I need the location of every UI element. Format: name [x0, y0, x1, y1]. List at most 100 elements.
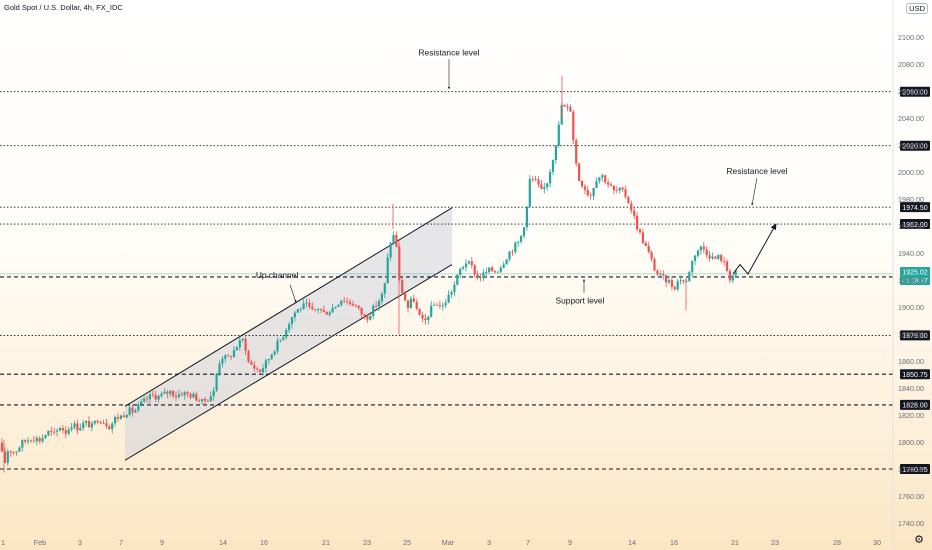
- candle: [3, 447, 6, 464]
- candle: [609, 181, 613, 187]
- candle: [261, 364, 265, 376]
- price-level-label: 1828.00: [902, 403, 927, 410]
- annotation-arrow: [751, 178, 758, 206]
- candle: [702, 242, 705, 254]
- candle: [638, 227, 642, 235]
- annotation-label[interactable]: Support level: [556, 296, 605, 306]
- candle: [290, 316, 294, 329]
- candle: [244, 335, 247, 356]
- chart-title: Gold Spot / U.S. Dollar, 4h, FX_IDC: [4, 3, 123, 12]
- annotations[interactable]: Resistance level Resistance level Support …: [256, 47, 788, 305]
- candle: [360, 307, 363, 318]
- candle: [174, 391, 178, 402]
- candle: [12, 451, 15, 455]
- candle: [195, 391, 198, 402]
- candle: [511, 249, 514, 256]
- candle: [73, 420, 76, 430]
- candle: [694, 254, 697, 266]
- candle: [296, 309, 299, 313]
- annotation-arrow: [289, 284, 297, 303]
- candle: [534, 176, 537, 182]
- annotation-label[interactable]: Resistance level: [419, 47, 480, 57]
- candle: [667, 275, 671, 285]
- candle: [96, 419, 99, 425]
- y-tick-label: 2000.00: [898, 168, 924, 177]
- candle: [172, 390, 175, 399]
- candle: [604, 174, 607, 185]
- up-channel-lower-line[interactable]: [124, 264, 453, 461]
- candle: [621, 186, 624, 192]
- candle: [273, 349, 276, 357]
- annotation-label[interactable]: Up channel: [256, 270, 299, 280]
- candle: [18, 446, 21, 452]
- candle: [380, 291, 383, 305]
- candle: [163, 388, 166, 394]
- projection-arrow[interactable]: [732, 223, 777, 275]
- x-tick-label: 16: [260, 538, 268, 547]
- candle: [253, 361, 256, 372]
- candle: [392, 231, 395, 245]
- candle: [375, 301, 378, 309]
- currency-badge[interactable]: USD: [906, 3, 928, 14]
- price-axis[interactable]: 1740.00 1760.00 1780.00 1800.00 1820.00 1840.…: [892, 0, 924, 550]
- candle: [111, 421, 114, 434]
- candle: [308, 299, 311, 310]
- candle: [334, 306, 337, 309]
- y-tick-label: 2080.00: [898, 60, 924, 69]
- candle: [618, 187, 621, 194]
- y-tick-label: 1800.00: [898, 438, 924, 447]
- current-price-badge: [900, 266, 930, 285]
- y-tick-label: 1920.00: [898, 276, 924, 285]
- candle: [32, 435, 35, 443]
- candle: [186, 390, 189, 398]
- candle: [415, 299, 418, 311]
- price-level-badge: [900, 202, 930, 213]
- horizontal-levels[interactable]: 2060.002020.001974.501962.001922.801879.…: [0, 86, 930, 475]
- candle: [496, 271, 499, 273]
- candle: [404, 291, 407, 301]
- candle: [528, 175, 531, 209]
- annotation-label[interactable]: Resistance level: [727, 166, 788, 176]
- time-axis[interactable]: Feb 3 7 9 14 16 21 23 25 Mar 3 7 9 14 16 21 23 28 30 1: [1, 538, 881, 547]
- candle: [569, 104, 572, 112]
- candle: [717, 254, 720, 261]
- candle: [250, 359, 253, 366]
- price-level-badge: [900, 399, 930, 410]
- candle: [525, 206, 528, 231]
- candle: [105, 418, 108, 429]
- candle: [499, 265, 502, 274]
- candle: [64, 425, 67, 439]
- y-tick-label: 1960.00: [898, 222, 924, 231]
- candle: [288, 321, 291, 333]
- candle: [169, 390, 172, 397]
- candle: [319, 308, 323, 314]
- candle: [302, 299, 305, 310]
- candle: [346, 297, 349, 305]
- candle: [708, 251, 711, 262]
- candle: [601, 173, 604, 182]
- candle: [647, 241, 650, 254]
- price-level-badge: [900, 86, 930, 97]
- candle: [6, 448, 9, 466]
- y-tick-label: 2100.00: [898, 33, 924, 42]
- price-level-label: 1974.50: [902, 205, 927, 212]
- candle: [128, 404, 131, 417]
- candle: [589, 192, 592, 200]
- x-tick-label: 14: [219, 538, 227, 547]
- candle: [679, 275, 682, 285]
- candle: [340, 300, 343, 307]
- candle: [633, 207, 636, 219]
- candle: [433, 302, 436, 307]
- candle: [143, 394, 146, 404]
- candle: [720, 253, 723, 264]
- candle: [572, 109, 575, 145]
- price-level-badge: [900, 140, 930, 151]
- x-tick-label: 1: [1, 538, 5, 547]
- candle: [444, 298, 447, 309]
- candle: [198, 398, 201, 403]
- gear-icon[interactable]: ⚙: [914, 533, 924, 546]
- candle: [659, 270, 662, 279]
- x-tick-label: 16: [670, 538, 678, 547]
- candle: [351, 300, 354, 307]
